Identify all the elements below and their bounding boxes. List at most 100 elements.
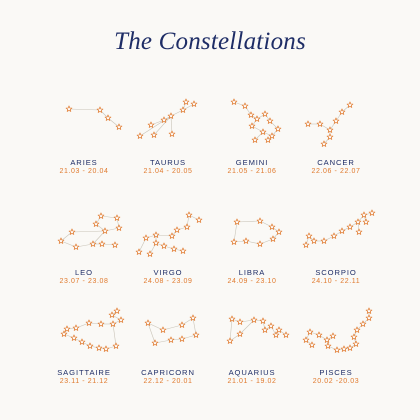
star-icon	[167, 112, 175, 119]
constellation-line	[192, 317, 197, 336]
scorpio-constellation	[294, 202, 378, 268]
star-icon	[323, 336, 331, 343]
star-icon	[365, 307, 373, 314]
star-icon	[170, 245, 178, 252]
sign-name: LIBRA	[238, 268, 266, 277]
aquarius-constellation	[210, 302, 294, 368]
star-icon	[72, 324, 80, 331]
star-icon	[57, 237, 65, 244]
sign-leo: LEO 23.07 - 23.08	[42, 202, 126, 312]
constellation-line	[236, 220, 261, 223]
star-icon	[266, 117, 274, 124]
aries-constellation-drawing	[65, 105, 123, 130]
star-icon	[111, 241, 119, 248]
constellation-line	[229, 318, 233, 342]
star-icon	[160, 242, 168, 249]
star-icon	[329, 332, 337, 339]
star-icon	[338, 227, 346, 234]
star-icon	[350, 333, 358, 340]
aries-constellation	[42, 92, 126, 158]
star-icon	[147, 121, 155, 128]
star-icon	[310, 237, 318, 244]
sign-dates: 24.09 - 23.10	[227, 278, 277, 285]
star-icon	[261, 326, 269, 333]
star-icon	[168, 232, 176, 239]
star-icon	[368, 209, 376, 216]
star-icon	[320, 140, 328, 147]
sign-name: SAGITTAIRE	[57, 368, 111, 377]
star-icon	[248, 122, 256, 129]
star-icon	[360, 211, 368, 218]
star-icon	[346, 344, 354, 351]
sign-name: PISCES	[319, 368, 353, 377]
star-icon	[179, 247, 187, 254]
star-icon	[178, 335, 186, 342]
star-icon	[302, 241, 310, 248]
virgo-constellation	[126, 202, 210, 268]
star-icon	[115, 123, 123, 130]
star-icon	[226, 337, 234, 344]
star-icon	[267, 322, 275, 329]
star-icon	[236, 330, 244, 337]
star-icon	[230, 238, 238, 245]
star-icon	[108, 311, 116, 318]
star-icon	[85, 319, 93, 326]
star-icon	[308, 341, 316, 348]
star-icon	[117, 316, 125, 323]
star-icon	[89, 240, 97, 247]
sign-dates: 22.06 - 22.07	[311, 168, 361, 175]
cancer-constellation	[294, 92, 378, 158]
gemini-constellation	[210, 92, 294, 158]
star-icon	[306, 328, 314, 335]
star-icon	[304, 120, 312, 127]
star-icon	[92, 220, 100, 227]
star-icon	[259, 317, 267, 324]
star-icon	[178, 321, 186, 328]
star-icon	[346, 223, 354, 230]
sign-dates: 24.08 - 23.09	[143, 278, 193, 285]
star-icon	[302, 336, 310, 343]
sign-taurus: TAURUS 21.04 - 20.05	[126, 92, 210, 202]
constellation-line	[112, 323, 117, 347]
star-icon	[362, 218, 370, 225]
pisces-constellation-drawing	[302, 307, 373, 353]
taurus-constellation-drawing	[136, 98, 198, 139]
star-icon	[150, 131, 158, 138]
pisces-constellation	[294, 302, 378, 368]
star-icon	[269, 235, 277, 242]
star-icon	[228, 315, 236, 322]
star-icon	[333, 346, 341, 353]
star-icon	[78, 338, 86, 345]
aquarius-constellation-drawing	[226, 315, 290, 344]
star-icon	[183, 223, 191, 230]
star-icon	[272, 331, 280, 338]
star-icon	[152, 239, 160, 246]
star-icon	[268, 132, 276, 139]
star-icon	[152, 231, 160, 238]
sign-gemini: GEMINI 21.05 - 21.06	[210, 92, 294, 202]
star-icon	[104, 114, 112, 121]
star-icon	[355, 228, 363, 235]
sagittaire-constellation-drawing	[60, 307, 125, 352]
star-icon	[136, 132, 144, 139]
star-icon	[354, 218, 362, 225]
sign-dates: 21.04 - 20.05	[143, 168, 193, 175]
star-icon	[173, 226, 181, 233]
virgo-constellation-drawing	[135, 211, 203, 257]
constellation-line	[153, 115, 172, 136]
sign-name: GEMINI	[235, 158, 269, 167]
star-icon	[168, 130, 176, 137]
star-icon	[97, 212, 105, 219]
star-icon	[189, 314, 197, 321]
sign-aquarius: AQUARIUS 21.01 - 19.02	[210, 302, 294, 412]
star-icon	[151, 339, 159, 346]
sign-dates: 23.07 - 23.08	[59, 278, 109, 285]
star-icon	[274, 125, 282, 132]
leo-constellation-drawing	[57, 212, 123, 250]
star-icon	[192, 331, 200, 338]
star-icon	[241, 102, 249, 109]
sign-dates: 22.12 - 20.01	[143, 378, 193, 385]
star-icon	[305, 232, 313, 239]
sign-dates: 21.05 - 21.06	[227, 168, 277, 175]
star-icon	[112, 342, 120, 349]
